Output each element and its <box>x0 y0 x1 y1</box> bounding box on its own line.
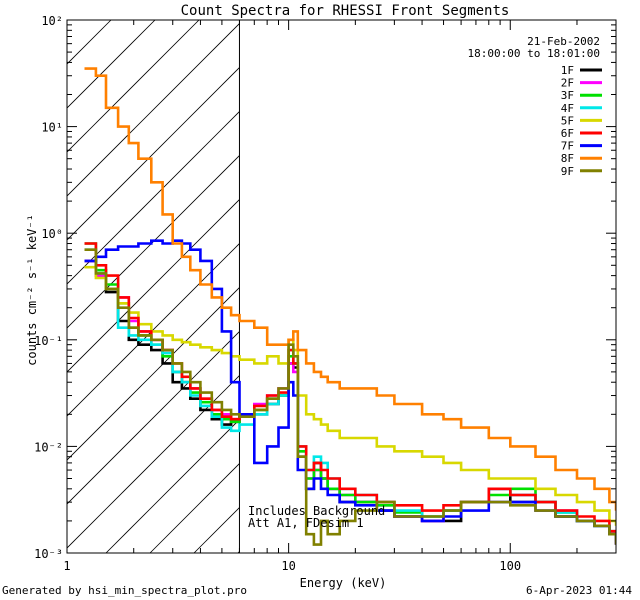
annotation-attenuator: Att A1, FDesim 1 <box>248 516 364 530</box>
hatch-line <box>149 462 240 553</box>
hatch-line <box>67 242 240 417</box>
series-8F-line <box>84 67 616 511</box>
y-axis-label: counts cm⁻² s⁻¹ keV⁻¹ <box>25 214 39 366</box>
legend-label-7F: 7F <box>561 140 574 153</box>
legend-label-5F: 5F <box>561 114 574 127</box>
legend-label-1F: 1F <box>561 64 574 77</box>
hatch-line <box>105 418 240 553</box>
hatch-line <box>67 20 112 65</box>
legend-label-8F: 8F <box>561 152 574 165</box>
hatch-line <box>67 154 240 329</box>
y-tick-label: 10² <box>41 14 63 28</box>
series-9F-line <box>84 248 616 546</box>
hatch-line <box>67 374 240 549</box>
x-tick-label: 100 <box>499 559 521 573</box>
generated-by-label: Generated by hsi_min_spectra_plot.pro <box>2 584 248 597</box>
timestamp-label: 6-Apr-2023 01:44 <box>526 584 632 597</box>
legend-label-4F: 4F <box>561 102 574 115</box>
annotation-background: Includes Background <box>248 504 385 518</box>
series-lines <box>84 67 616 546</box>
series-5F-line <box>84 265 616 526</box>
plot-frame <box>66 19 617 554</box>
hatch-line <box>67 110 240 285</box>
x-tick-label: 1 <box>63 559 70 573</box>
y-tick-label: 10⁰ <box>41 227 63 241</box>
x-tick-label: 10 <box>281 559 295 573</box>
date-label: 21-Feb-2002 <box>527 35 600 48</box>
hatch-line <box>237 550 240 553</box>
x-axis-label: Energy (keV) <box>300 576 387 590</box>
y-tick-label: 10⁻³ <box>34 547 63 561</box>
hatch-line <box>67 20 156 109</box>
hatch-line <box>67 198 240 373</box>
legend-label-2F: 2F <box>561 77 574 90</box>
legend-label-9F: 9F <box>561 165 574 178</box>
hatch-line <box>67 22 240 197</box>
chart-title: Count Spectra for RHESSI Front Segments <box>181 3 510 19</box>
hatch-line <box>67 330 240 505</box>
hatch-line <box>67 286 240 461</box>
hatch-line <box>67 66 240 241</box>
legend-label-3F: 3F <box>561 89 574 102</box>
y-tick-label: 10¹ <box>41 121 63 135</box>
axis-ticks: 1 10 100 10⁻³ 10⁻² 10⁻¹ 10⁰ 10¹ 10² <box>34 14 617 573</box>
legend-label-6F: 6F <box>561 127 574 140</box>
y-tick-label: 10⁻¹ <box>34 334 63 348</box>
time-range-label: 18:00:00 to 18:01:00 <box>468 47 600 60</box>
y-tick-label: 10⁻² <box>34 440 63 454</box>
